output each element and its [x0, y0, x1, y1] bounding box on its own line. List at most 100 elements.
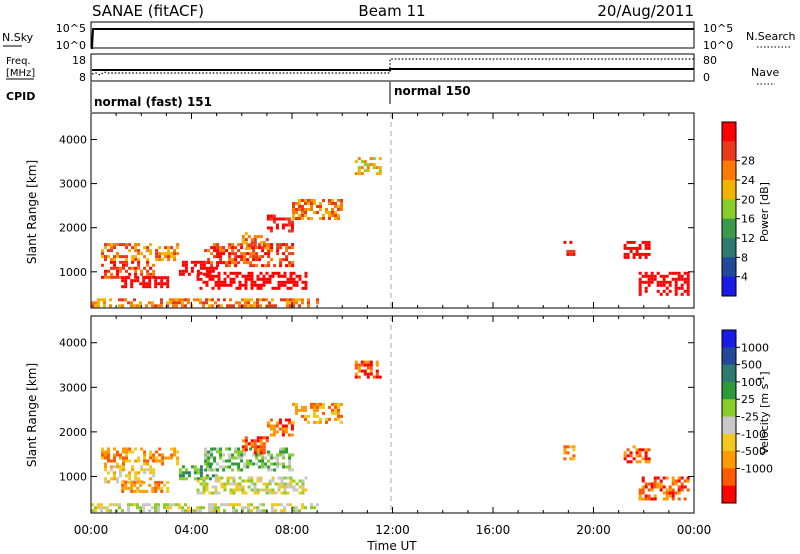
velocity-cell	[247, 479, 251, 483]
power-cell	[237, 261, 241, 265]
power-cell	[255, 264, 259, 268]
velocity-cell	[142, 489, 146, 493]
power-cell	[375, 172, 379, 176]
power-cell	[626, 240, 630, 244]
power-cell	[202, 263, 206, 267]
velocity-cell	[196, 477, 200, 481]
power-cell	[253, 304, 256, 308]
velocity-cell	[644, 457, 648, 461]
power-cell	[310, 208, 313, 211]
velocity-cell	[258, 450, 262, 454]
velocity-cell	[292, 420, 295, 424]
power-cell	[256, 277, 260, 281]
velocity-cell	[256, 491, 260, 495]
power-cell	[304, 286, 308, 290]
power-cell	[572, 249, 576, 253]
velocity-cell	[116, 477, 119, 481]
power-cell	[133, 298, 136, 302]
velocity-cell	[298, 479, 302, 483]
velocity-cell	[366, 372, 370, 376]
power-cell	[100, 298, 103, 302]
power-cell	[244, 301, 247, 305]
velocity-cell	[157, 486, 161, 490]
power-cell	[160, 304, 163, 308]
power-cell	[104, 243, 107, 247]
power-cell	[366, 166, 370, 170]
velocity-cell	[173, 447, 177, 451]
velocity-cell	[175, 503, 178, 507]
power-cell	[137, 260, 141, 264]
velocity-cell	[160, 489, 164, 493]
velocity-cell	[149, 465, 153, 469]
velocity-cell	[119, 456, 122, 460]
velocity-cell	[223, 509, 226, 513]
velocity-cell	[632, 457, 636, 461]
power-cell	[241, 241, 245, 245]
velocity-cell	[271, 476, 275, 480]
power-cell	[647, 277, 651, 281]
power-cell	[241, 298, 244, 302]
velocity-cell	[196, 509, 199, 513]
velocity-cell	[161, 462, 165, 466]
velocity-cell	[164, 456, 168, 460]
velocity-cell	[284, 430, 288, 434]
velocity-cell	[211, 509, 214, 513]
velocity-cell	[253, 482, 257, 486]
velocity-cell	[184, 509, 187, 513]
power-cell	[155, 258, 159, 262]
velocity-cell	[170, 453, 174, 457]
velocity-cell	[641, 497, 645, 501]
velocity-cell	[275, 424, 279, 428]
velocity-cell	[331, 408, 334, 412]
velocity-cell	[283, 506, 286, 510]
power-cell	[152, 263, 156, 267]
power-cell	[232, 304, 235, 308]
power-cell	[328, 214, 331, 217]
velocity-cell	[137, 459, 141, 463]
power-cell	[626, 252, 630, 256]
velocity-cell	[241, 448, 245, 452]
velocity-patch	[178, 465, 218, 481]
velocity-cell	[181, 477, 185, 481]
velocity-cell	[635, 460, 639, 464]
power-cell	[279, 246, 283, 250]
velocity-cell	[286, 482, 290, 486]
power-cell	[307, 217, 310, 220]
power-cell	[121, 276, 125, 280]
power-cell	[322, 214, 325, 217]
power-cell	[116, 252, 119, 256]
velocity-patch	[241, 436, 269, 455]
power-cell	[252, 258, 256, 262]
power-cell	[107, 243, 110, 247]
power-cell	[268, 277, 272, 281]
velocity-cell	[354, 375, 358, 379]
power-cell	[91, 304, 94, 308]
power-cell	[569, 240, 573, 244]
velocity-cell	[172, 503, 175, 507]
power-cell	[211, 274, 215, 278]
velocity-cell	[262, 482, 266, 486]
power-cell	[134, 243, 138, 247]
power-cell	[234, 258, 238, 262]
velocity-cell	[259, 509, 262, 513]
velocity-cell	[258, 459, 262, 463]
velocity-cell	[223, 503, 226, 507]
velocity-cell	[213, 468, 217, 472]
power-cell	[378, 166, 382, 170]
velocity-cell	[288, 468, 292, 472]
power-cell	[269, 217, 273, 221]
velocity-colorbar-tick-label: 100	[741, 376, 762, 389]
power-cell	[277, 283, 281, 287]
power-cell	[313, 202, 316, 205]
velocity-cell	[130, 486, 134, 490]
velocity-cell	[119, 468, 122, 472]
velocity-cell	[133, 503, 136, 507]
velocity-cell	[149, 453, 153, 457]
power-cell	[357, 166, 361, 170]
power-cell	[125, 269, 128, 273]
power-cell	[229, 271, 233, 275]
velocity-cell	[131, 465, 135, 469]
velocity-cell	[280, 476, 284, 480]
power-cell	[366, 163, 370, 167]
power-cell	[226, 274, 230, 278]
